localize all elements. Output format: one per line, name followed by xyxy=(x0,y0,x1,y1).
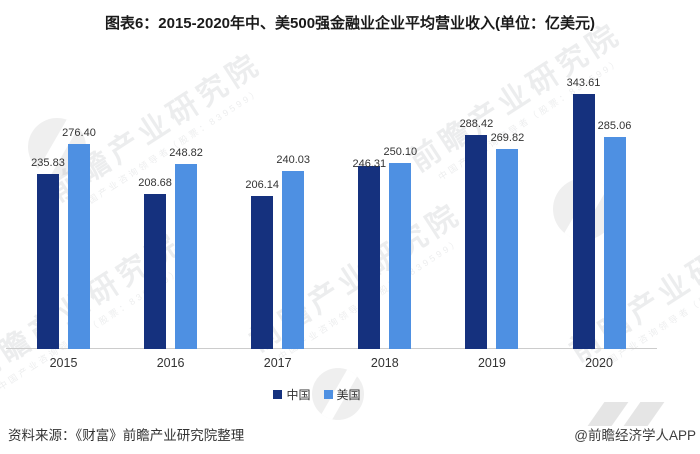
axis-label-2016: 2016 xyxy=(156,356,185,370)
bar-usa-2016 xyxy=(175,164,198,349)
value-label-china-2015: 235.83 xyxy=(31,157,65,169)
value-label-usa-2015: 276.40 xyxy=(62,127,96,139)
bar-china-2019 xyxy=(465,135,488,349)
credit-note: @前瞻经济学人APP xyxy=(574,428,696,443)
legend-swatch-usa xyxy=(323,390,333,399)
legend-item-usa: 美国 xyxy=(323,386,361,403)
qianzhan-logo-circle xyxy=(312,368,364,420)
value-label-usa-2016: 248.82 xyxy=(169,147,203,159)
axis-label-2018: 2018 xyxy=(370,356,399,370)
bar-china-2020 xyxy=(572,94,595,349)
x-axis-line xyxy=(6,348,657,349)
legend-item-china: 中国 xyxy=(273,386,311,403)
legend: 中国 美国 xyxy=(0,386,634,403)
value-label-usa-2019: 269.82 xyxy=(490,132,525,144)
value-label-china-2016: 208.68 xyxy=(138,177,172,189)
chart-title: 图表6：2015-2020年中、美500强金融业企业平均营业收入(单位：亿美元) xyxy=(104,15,596,32)
legend-label-china: 中国 xyxy=(286,388,311,402)
axis-label-2017: 2017 xyxy=(263,356,292,370)
bar-china-2017 xyxy=(251,196,274,349)
value-label-china-2019: 288.42 xyxy=(459,118,494,130)
bar-china-2018 xyxy=(358,166,381,349)
value-label-usa-2018: 250.10 xyxy=(383,146,418,158)
bar-china-2016 xyxy=(144,194,167,349)
legend-swatch-china xyxy=(273,390,283,399)
bar-china-2015 xyxy=(37,174,59,349)
bar-usa-2020 xyxy=(603,137,626,349)
value-label-usa-2020: 285.06 xyxy=(597,120,632,132)
value-label-china-2018: 246.31 xyxy=(352,158,387,170)
value-label-china-2020: 343.61 xyxy=(566,77,601,89)
bar-usa-2018 xyxy=(389,163,412,349)
value-label-china-2017: 206.14 xyxy=(245,179,280,191)
bar-usa-2019 xyxy=(496,149,519,349)
axis-label-2019: 2019 xyxy=(477,356,506,370)
source-note: 资料来源：《财富》前瞻产业研究院整理 xyxy=(8,428,245,443)
value-label-usa-2017: 240.03 xyxy=(276,154,311,166)
bar-usa-2015 xyxy=(68,144,90,349)
axis-label-2015: 2015 xyxy=(49,356,78,370)
bar-usa-2017 xyxy=(282,171,305,349)
axis-label-2020: 2020 xyxy=(585,356,613,370)
legend-label-usa: 美国 xyxy=(336,388,361,402)
